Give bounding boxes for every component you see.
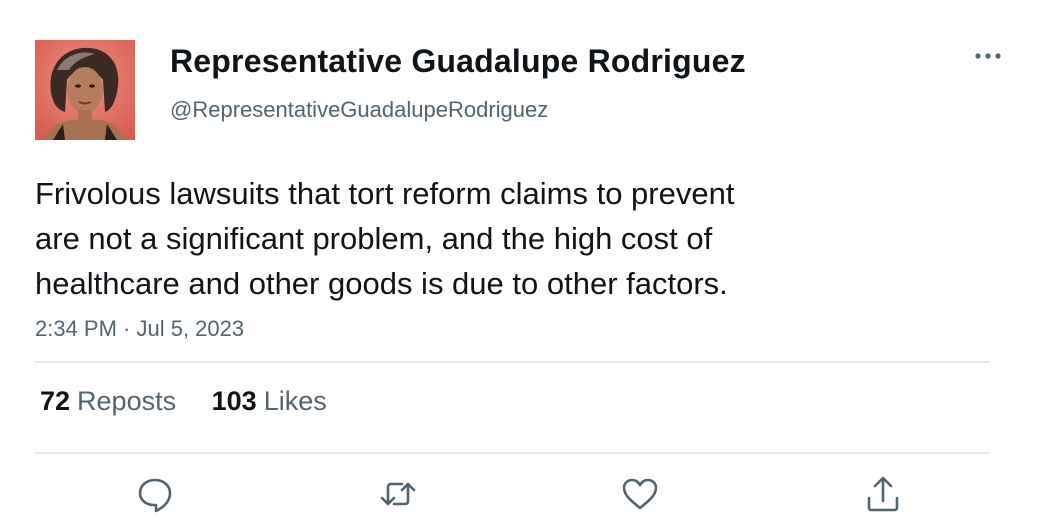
reply-icon[interactable] — [135, 474, 175, 514]
more-options-icon[interactable] — [972, 44, 1004, 68]
tweet-text-line: healthcare and other goods is due to oth… — [35, 266, 728, 301]
share-icon[interactable] — [863, 474, 903, 514]
divider — [35, 361, 990, 363]
user-handle[interactable]: @RepresentativeGuadalupeRodriguez — [170, 97, 549, 122]
reposts-count: 72 — [40, 386, 71, 416]
repost-icon[interactable] — [378, 474, 418, 514]
likes-label: Likes — [263, 386, 327, 416]
likes-count: 103 — [211, 386, 257, 416]
reposts-stat[interactable]: 72 Reposts — [40, 386, 176, 417]
avatar[interactable] — [35, 40, 135, 140]
display-name[interactable]: Representative Guadalupe Rodriguez — [170, 43, 746, 79]
reposts-label: Reposts — [77, 386, 177, 416]
engagement-stats: 72 Reposts 103 Likes — [40, 386, 355, 417]
tweet-text-line: Frivolous lawsuits that tort reform clai… — [35, 176, 735, 211]
tweet-text: Frivolous lawsuits that tort reform clai… — [35, 171, 875, 306]
tweet-text-line: are not a significant problem, and the h… — [35, 221, 713, 256]
divider — [35, 452, 990, 454]
likes-stat[interactable]: 103 Likes — [212, 386, 327, 417]
timestamp[interactable]: 2:34 PM · Jul 5, 2023 — [35, 316, 245, 341]
avatar-photo — [35, 40, 135, 140]
like-icon[interactable] — [620, 474, 660, 514]
